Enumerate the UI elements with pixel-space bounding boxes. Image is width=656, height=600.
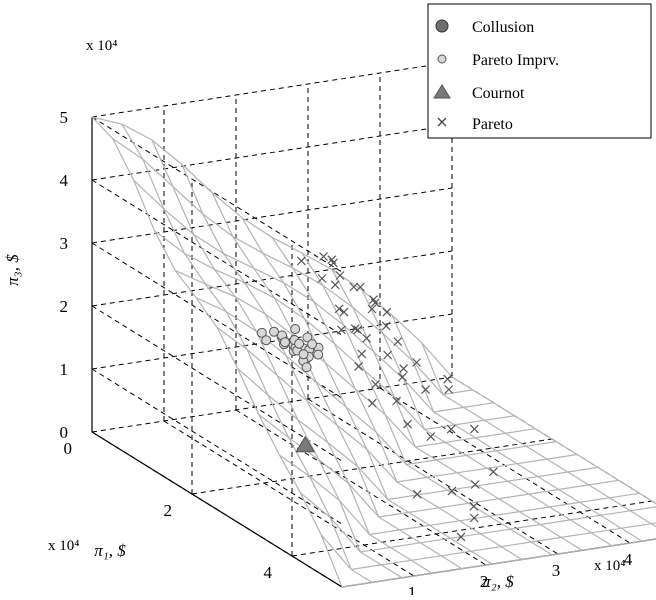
- pareto-surface-mesh: [92, 117, 656, 587]
- z-tick-label: 1: [60, 360, 69, 379]
- point-pareto: [329, 259, 337, 267]
- y-multiplier: x 10⁴: [594, 558, 625, 574]
- point-pareto: [384, 351, 392, 359]
- x-multiplier: x 10⁴: [48, 538, 79, 554]
- y-tick-label: 1: [408, 583, 417, 595]
- point-cournot: [296, 437, 314, 452]
- point-pareto: [404, 420, 412, 428]
- point-pareto: [297, 257, 305, 265]
- surface-mesh-line: [362, 290, 612, 546]
- surface-mesh-line: [155, 231, 515, 430]
- point-pareto-imprv: [291, 325, 300, 334]
- y-tick-label: 3: [552, 561, 561, 580]
- point-pareto: [340, 308, 348, 316]
- left-wall-gridline: [92, 243, 342, 398]
- point-pareto-imprv: [262, 336, 271, 345]
- surface-mesh-line: [280, 455, 640, 534]
- point-pareto: [382, 322, 390, 330]
- legend-label-collusion: Collusion: [472, 19, 534, 36]
- point-pareto: [372, 380, 380, 388]
- point-pareto: [337, 326, 345, 334]
- point-pareto: [383, 308, 391, 316]
- box-grid: [92, 62, 656, 587]
- floor-gridline: [164, 421, 414, 576]
- point-pareto: [318, 275, 326, 283]
- x-tick-label: 0: [64, 439, 73, 458]
- point-pareto: [394, 338, 402, 346]
- x-axis-label: π₁, $: [94, 541, 126, 560]
- point-pareto-imprv: [314, 350, 323, 359]
- surface-mesh-line: [152, 140, 402, 578]
- point-pareto: [471, 481, 479, 489]
- point-pareto-imprv: [302, 363, 311, 372]
- point-pareto: [354, 326, 362, 334]
- surface-mesh-line: [212, 193, 462, 569]
- point-pareto-imprv: [299, 350, 308, 359]
- surface-mesh-line: [242, 218, 492, 564]
- point-pareto: [358, 350, 366, 358]
- point-pareto: [335, 305, 343, 313]
- z-axis-label: π₃, $: [3, 254, 22, 286]
- z-tick-label: 2: [60, 297, 69, 316]
- point-pareto: [400, 365, 408, 373]
- legend-label-cournot: Cournot: [472, 85, 525, 102]
- point-pareto-imprv: [295, 339, 304, 348]
- point-pareto: [444, 375, 452, 383]
- back-wall-gridline: [92, 188, 452, 243]
- point-pareto: [331, 281, 339, 289]
- surface-mesh-line: [452, 377, 656, 532]
- surface-mesh-line: [92, 117, 452, 377]
- point-pareto: [336, 272, 344, 280]
- surface-mesh-line: [122, 124, 372, 582]
- surface-mesh-line: [422, 343, 656, 536]
- point-pareto: [368, 399, 376, 407]
- z-multiplier: x 10⁴: [86, 38, 117, 54]
- floor-gridline: [452, 377, 656, 532]
- z-tick-label: 5: [60, 108, 69, 127]
- back-wall-gridline: [92, 62, 452, 117]
- legend-marker-collusion: [436, 20, 448, 32]
- surface-mesh-line: [259, 414, 619, 517]
- x-axis-line: [92, 432, 342, 587]
- point-pareto: [355, 362, 363, 370]
- legend-box: [428, 4, 651, 138]
- point-pareto: [489, 468, 497, 476]
- y-axis-label: π₂, $: [482, 572, 514, 591]
- point-pareto: [320, 253, 328, 261]
- point-pareto-imprv: [281, 338, 290, 347]
- point-pareto: [398, 373, 406, 381]
- legend-marker-pareto-imprv: [438, 55, 446, 63]
- legend-label-pareto-imprv: Pareto Imprv.: [472, 52, 559, 69]
- z-tick-label: 3: [60, 234, 69, 253]
- point-pareto: [470, 425, 478, 433]
- z-tick-label: 4: [60, 171, 69, 190]
- x-tick-label: 2: [164, 501, 173, 520]
- point-pareto: [351, 325, 359, 333]
- legend-label-pareto: Pareto: [472, 116, 513, 133]
- back-wall-gridline: [92, 251, 452, 306]
- point-pareto: [445, 386, 453, 394]
- surface-mesh-line: [113, 139, 473, 395]
- point-pareto: [470, 502, 478, 510]
- point-pareto-imprv: [308, 340, 317, 349]
- back-wall-gridline: [92, 125, 452, 180]
- x-tick-label: 4: [264, 563, 273, 582]
- legend: Collusion Pareto Imprv. Cournot Pareto: [428, 4, 651, 138]
